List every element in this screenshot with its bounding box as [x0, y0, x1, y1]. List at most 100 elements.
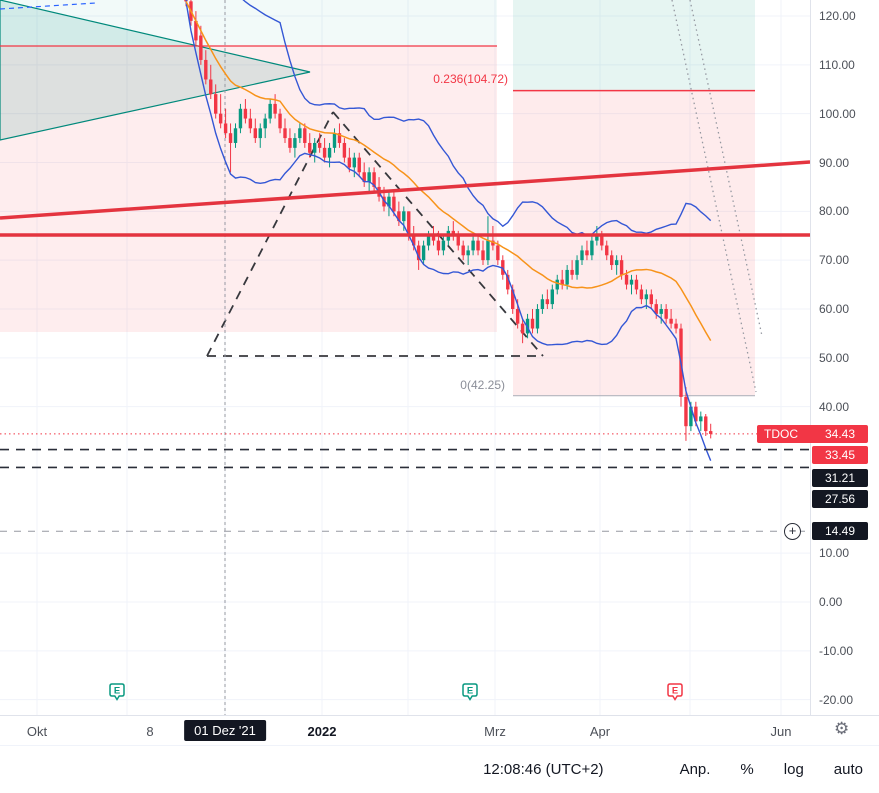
- price-tick-label: 60.00: [819, 302, 850, 316]
- earnings-up-icon[interactable]: E: [462, 683, 478, 702]
- log-scale-button[interactable]: log: [783, 761, 804, 778]
- last-price-value: 34.43: [824, 427, 856, 441]
- candle-body: [194, 20, 198, 41]
- candle-body: [357, 157, 361, 173]
- symbol-label: TDOC: [764, 427, 798, 441]
- candle-body: [709, 431, 713, 434]
- candle-body: [600, 235, 604, 246]
- time-axis-label: Mrz: [484, 724, 506, 739]
- chart-pane[interactable]: 0.236(104.72) 0(42.25) E E E: [0, 0, 810, 715]
- price-tick-label: 120.00: [819, 9, 856, 23]
- bollinger-lower-line: [185, 1, 712, 461]
- candle-body: [397, 211, 401, 222]
- candle-body: [689, 406, 693, 427]
- price-tick-label: -10.00: [819, 643, 854, 658]
- candle-body: [471, 240, 475, 251]
- candle-body: [610, 255, 614, 266]
- right-fib-zone: [513, 90, 755, 396]
- candle-body: [545, 299, 550, 305]
- candle-body: [669, 318, 673, 324]
- clock-utc-label[interactable]: 12:08:46 (UTC+2): [483, 761, 604, 778]
- percent-scale-button[interactable]: %: [740, 761, 754, 778]
- price-tick-label: 110.00: [819, 57, 855, 72]
- candle-body: [253, 128, 257, 139]
- svg-text:E: E: [114, 686, 120, 697]
- candle-body: [501, 260, 505, 275]
- candle-body: [199, 35, 203, 60]
- candle-body: [412, 235, 416, 246]
- candle-body: [649, 294, 653, 305]
- left-fib-zone-upper: [0, 0, 497, 46]
- svg-text:E: E: [467, 686, 473, 697]
- candle-body: [402, 211, 406, 222]
- svg-text:E: E: [672, 686, 678, 697]
- candle-body: [283, 128, 287, 139]
- candle-body: [694, 406, 698, 422]
- candle-body: [639, 289, 644, 300]
- candle-body: [238, 108, 243, 129]
- candle-body: [540, 299, 545, 309]
- price-level-badge: 27.56: [812, 490, 868, 508]
- candle-body: [218, 113, 223, 124]
- price-tick-label: 50.00: [819, 350, 850, 365]
- candle-body: [590, 240, 594, 256]
- candle-body: [228, 133, 233, 143]
- earnings-up-icon[interactable]: E: [109, 683, 125, 702]
- candle-body: [560, 279, 564, 285]
- candle-body: [674, 323, 678, 329]
- price-tick-label: 0.00: [819, 595, 843, 609]
- candlestick-chart: [0, 0, 810, 715]
- candle-body: [476, 240, 480, 251]
- candle-body: [372, 172, 376, 187]
- candle-body: [317, 142, 322, 148]
- dotted-steep-1: [671, 0, 757, 393]
- time-axis[interactable]: Okt 8 01 Dez '21 2022 Mrz Apr Jun: [0, 715, 879, 746]
- candle-body: [258, 128, 262, 139]
- candle-body: [506, 274, 510, 290]
- crosshair-date-label: 01 Dez '21: [184, 720, 266, 741]
- candle-body: [570, 269, 574, 275]
- candle-body: [352, 157, 356, 168]
- price-tick-label: 100.00: [819, 106, 856, 121]
- adjust-button[interactable]: Anp.: [679, 761, 711, 778]
- candle-body: [248, 118, 253, 129]
- time-axis-label: 2022: [307, 724, 337, 739]
- candle-body: [431, 235, 436, 241]
- candle-body: [456, 235, 460, 246]
- candle-body: [278, 113, 282, 129]
- fib-level-label-0: 0(42.25): [460, 378, 505, 392]
- candle-body: [565, 269, 569, 285]
- candle-body: [303, 128, 307, 143]
- candle-body: [520, 323, 525, 334]
- candle-body: [659, 309, 663, 314]
- candle-body: [624, 274, 629, 285]
- candle-body: [644, 294, 649, 300]
- candle-body: [243, 108, 248, 119]
- auto-scale-button[interactable]: auto: [833, 761, 863, 778]
- candle-body: [223, 123, 228, 134]
- time-axis-label: Apr: [589, 724, 611, 739]
- candle-body: [327, 147, 332, 158]
- bollinger-upper-line: [185, 0, 712, 237]
- price-tick-label: 70.00: [819, 253, 850, 268]
- candle-body: [387, 196, 391, 207]
- price-level-badge: 33.45: [812, 446, 868, 464]
- candle-body: [585, 250, 589, 256]
- candle-body: [605, 245, 609, 256]
- candle-body: [466, 250, 470, 256]
- price-axis[interactable]: 120.00 110.00 100.00 90.00 80.00 70.00 60.00 50…: [810, 0, 879, 715]
- pennant-triangle: [0, 0, 311, 141]
- plus-circle-icon[interactable]: +: [784, 523, 801, 540]
- symbol-price-badge: TDOC 34.43: [757, 425, 868, 443]
- candle-body: [347, 157, 352, 168]
- candle-body: [530, 318, 535, 329]
- status-bar: 12:08:46 (UTC+2) Anp. % log auto: [0, 745, 879, 793]
- candle-body: [268, 103, 272, 119]
- right-fib-zone-upper: [513, 0, 755, 91]
- candle-body: [699, 416, 703, 422]
- gear-icon[interactable]: ⚙: [834, 719, 850, 738]
- candle-body: [481, 250, 485, 261]
- candle-body: [704, 416, 708, 432]
- earnings-down-icon[interactable]: E: [667, 683, 683, 702]
